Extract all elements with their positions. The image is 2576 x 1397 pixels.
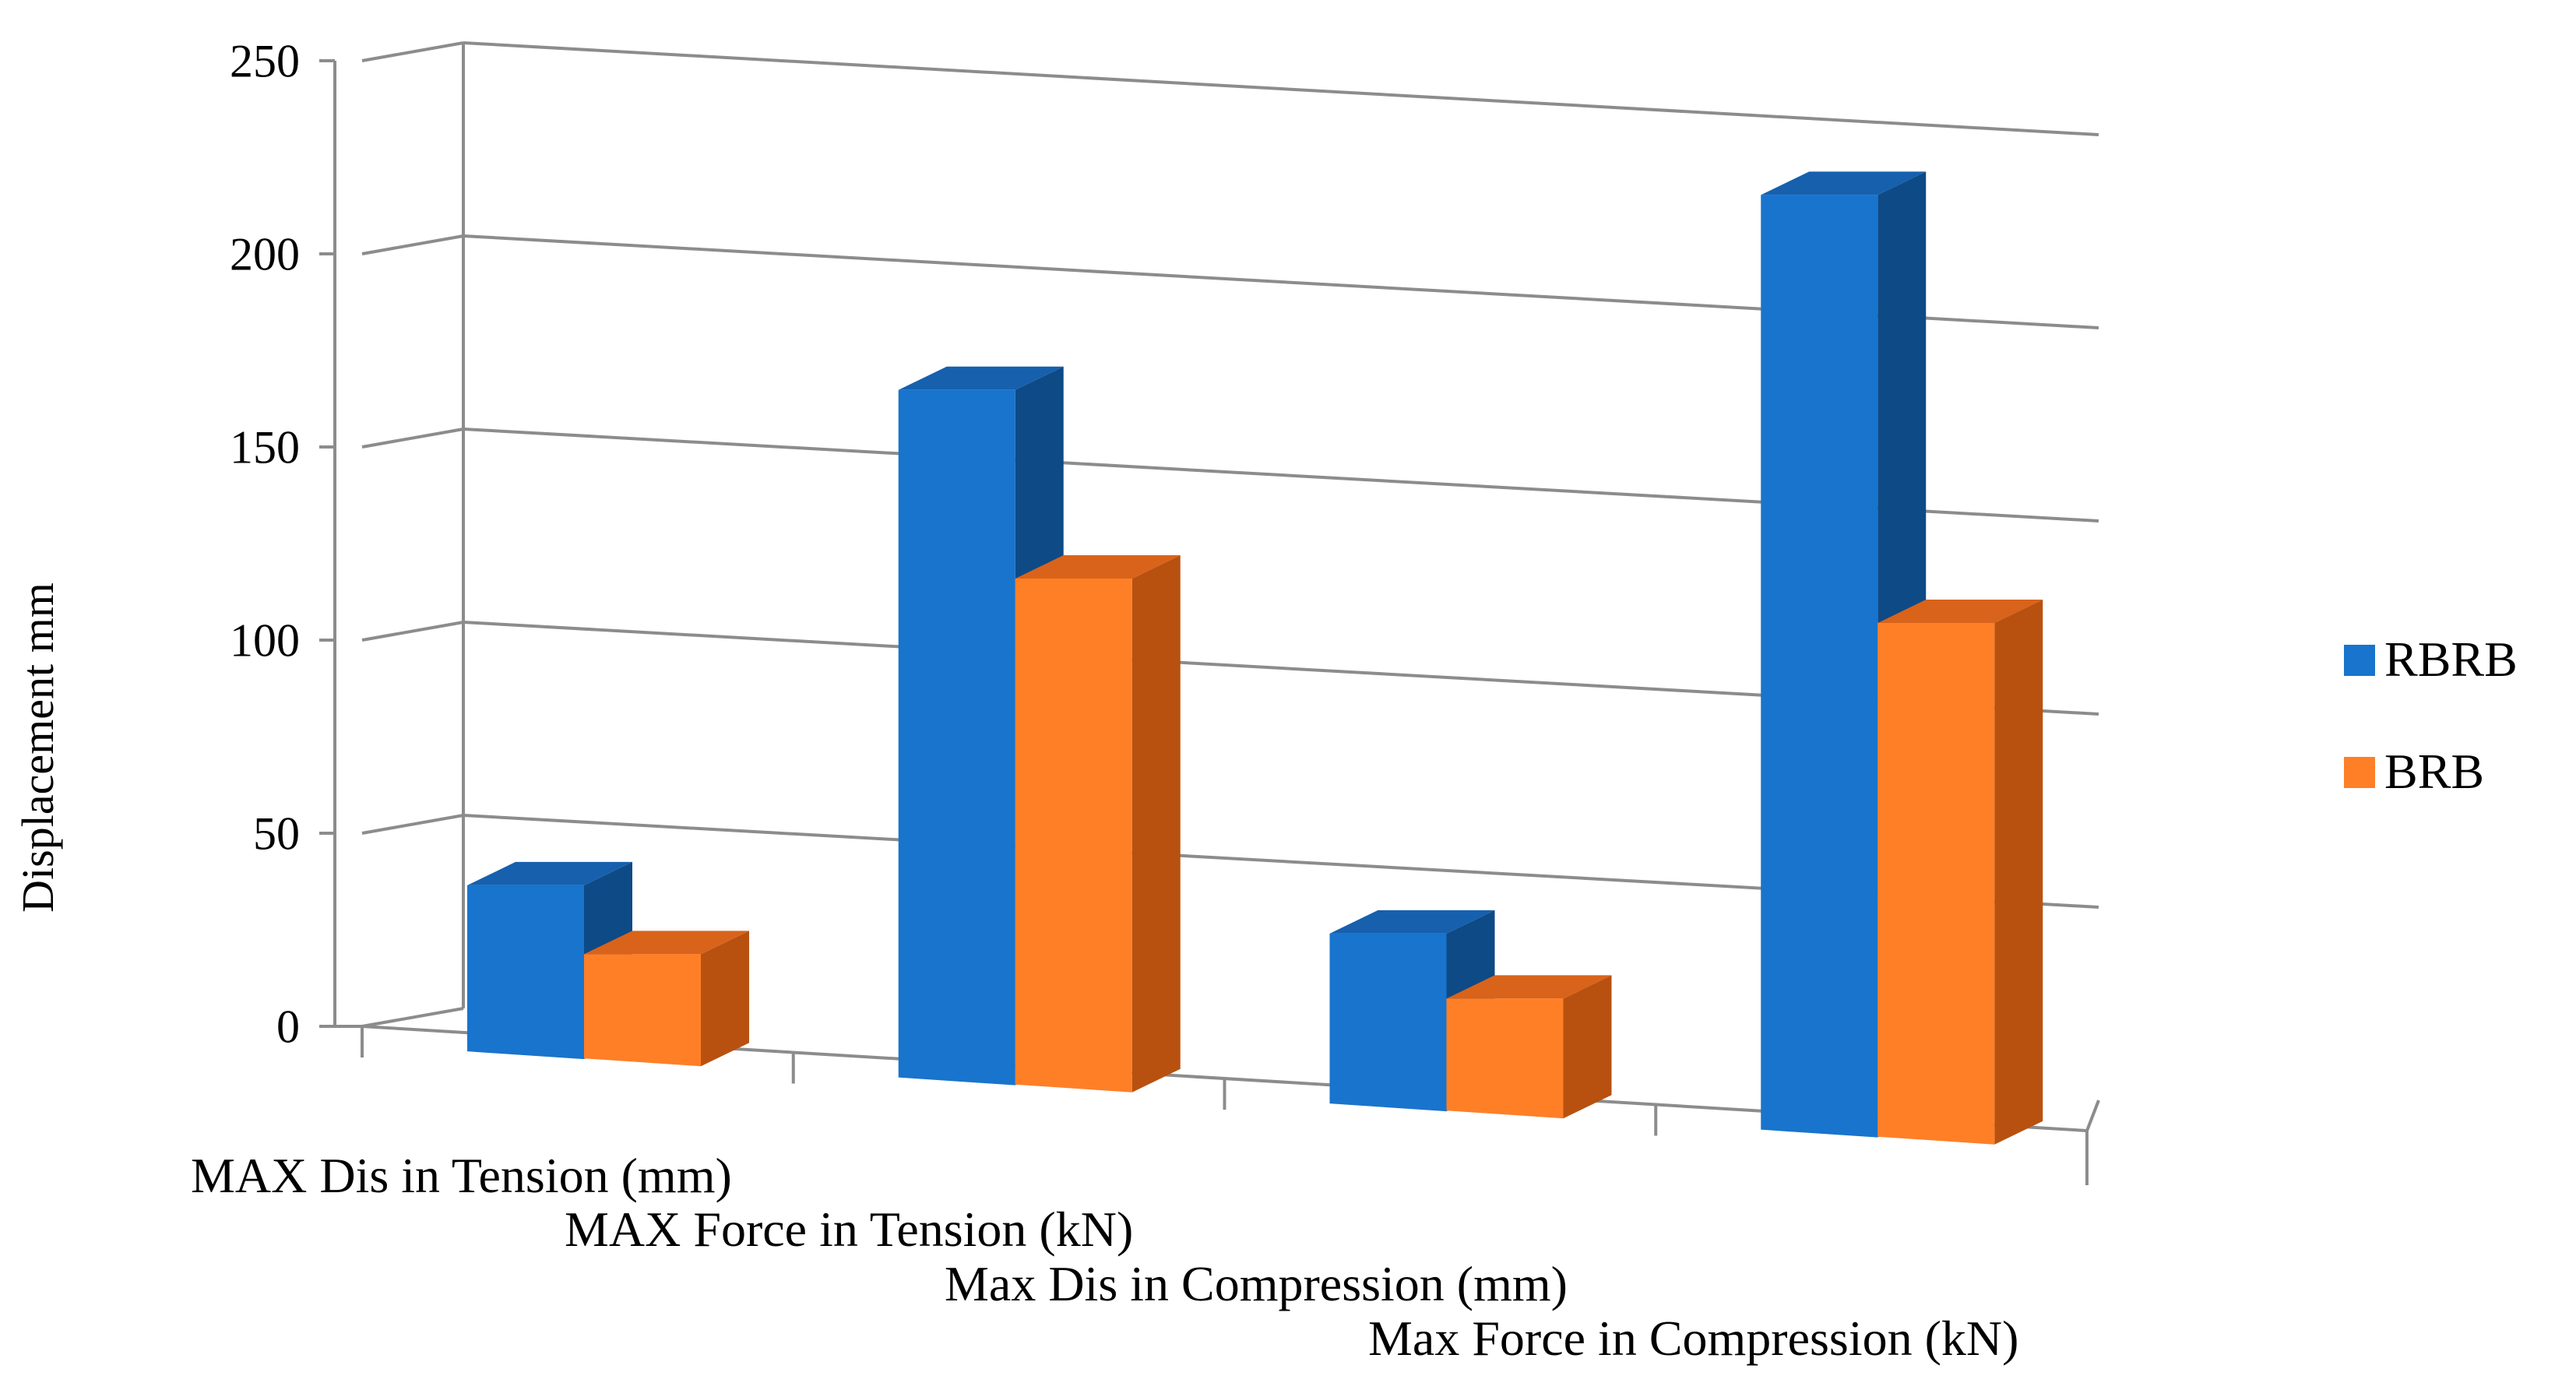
- bar-front: [898, 389, 1015, 1086]
- y-tick-label: 100: [230, 614, 300, 666]
- legend-swatch-rbrb: [2344, 645, 2375, 676]
- bar-top: [1446, 975, 1612, 999]
- gridline-wall: [361, 814, 464, 835]
- bar-top: [1015, 554, 1181, 579]
- x-tick-label: MAX Dis in Tension (mm): [191, 1148, 732, 1203]
- bars: [467, 171, 2043, 1145]
- gridline-wall: [361, 1007, 464, 1028]
- bar-top: [467, 861, 632, 885]
- y-tick-label: 150: [230, 421, 300, 473]
- y-tick-label: 200: [230, 228, 300, 280]
- bar-side: [1563, 975, 1612, 1119]
- bar-top: [584, 931, 749, 955]
- bar-top: [898, 366, 1064, 390]
- bar-side: [701, 931, 749, 1067]
- bar-front: [1015, 578, 1132, 1093]
- bar-front: [467, 885, 584, 1060]
- legend-swatch-brb: [2344, 757, 2375, 788]
- y-tick-label: 50: [253, 808, 300, 859]
- bar-brb-3: [1446, 975, 1612, 1119]
- bar-front: [1329, 933, 1447, 1112]
- gridline-wall: [361, 621, 464, 642]
- bar-front: [1761, 195, 1878, 1138]
- gridline-wall: [361, 41, 464, 62]
- bar-front: [584, 954, 701, 1067]
- bar-front: [1877, 623, 1995, 1145]
- x-tick-label: MAX Force in Tension (kN): [565, 1202, 1133, 1257]
- bar-side: [1994, 600, 2043, 1145]
- floor-right-edge: [2085, 1100, 2100, 1131]
- bar-front: [1446, 998, 1564, 1119]
- y-tick-label: 0: [276, 1001, 300, 1052]
- x-tick-label: Max Force in Compression (kN): [1368, 1311, 2018, 1366]
- bar-top: [1761, 171, 1927, 195]
- bar-brb-1: [584, 931, 749, 1067]
- bar-side: [1131, 554, 1181, 1093]
- y-axis-title: Displacement mm: [12, 582, 63, 913]
- bar-top: [1877, 600, 2043, 624]
- x-tick-label: Max Dis in Compression (mm): [945, 1256, 1568, 1311]
- bar-top: [1329, 910, 1495, 934]
- gridline-wall: [361, 234, 464, 255]
- gridline-wall: [361, 428, 464, 449]
- bar-brb-2: [1015, 554, 1181, 1093]
- bar-brb-4: [1877, 600, 2043, 1145]
- y-tick-label: 250: [230, 35, 300, 86]
- axis-labels: 0 50 100 150 200 250 MAX Dis in Tension (mm)MA…: [191, 35, 2018, 1366]
- legend: RBRB BRB: [2344, 632, 2518, 799]
- legend-label-rbrb: RBRB: [2384, 632, 2518, 687]
- gridline-back: [463, 41, 2099, 136]
- legend-label-brb: BRB: [2384, 744, 2484, 799]
